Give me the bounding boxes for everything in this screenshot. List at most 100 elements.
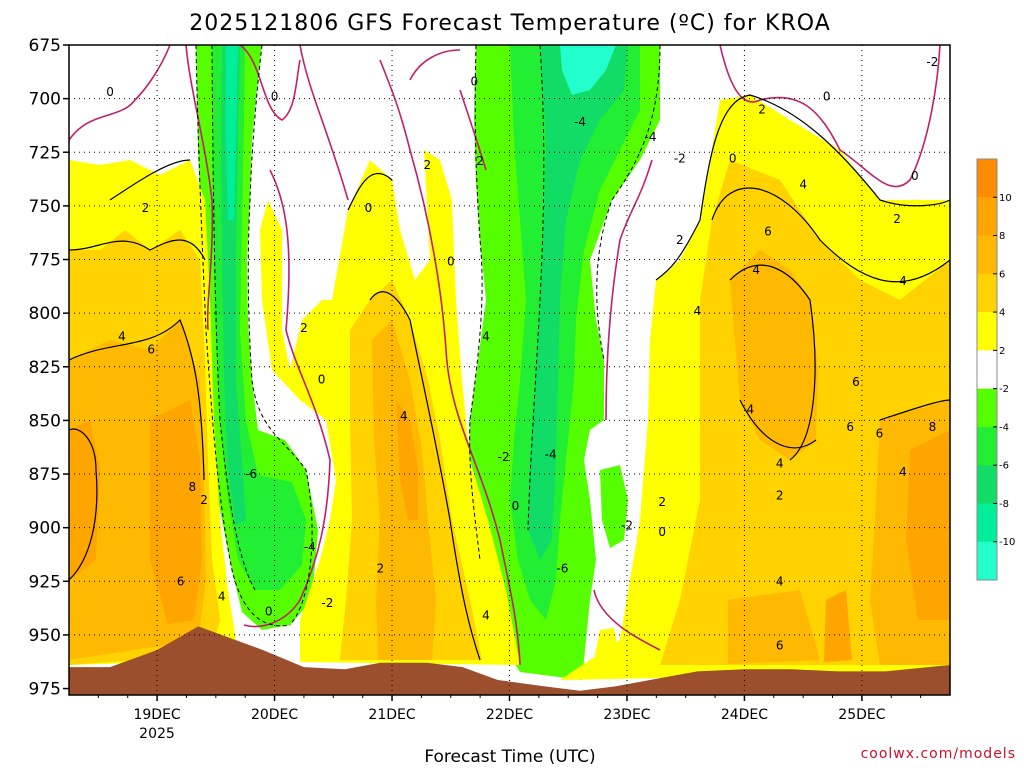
contour-label: -2 bbox=[674, 152, 686, 166]
y-tick-label: 800 bbox=[29, 304, 61, 324]
contour-label: -4 bbox=[545, 448, 557, 462]
colorbar-label: -10 bbox=[999, 537, 1015, 548]
y-tick-label: 900 bbox=[29, 519, 61, 539]
grid-lines bbox=[69, 45, 950, 695]
colorbar-swatch bbox=[977, 388, 997, 428]
contour-label: 2 bbox=[423, 158, 431, 172]
x-tick-label: 25DEC bbox=[838, 707, 885, 723]
contour-label: 4 bbox=[118, 330, 126, 344]
contour-label: 4 bbox=[746, 403, 754, 417]
x-tick-label: 21DEC bbox=[368, 707, 415, 723]
contour-label: 2 bbox=[142, 201, 150, 215]
core-band-22dec bbox=[560, 45, 616, 95]
y-tick-label: 925 bbox=[29, 572, 61, 592]
chart-title: 2025121806 GFS Forecast Temperature (ºC)… bbox=[189, 11, 831, 36]
contour-label: 4 bbox=[799, 177, 807, 191]
contour-label: 0 bbox=[271, 90, 279, 104]
contour-label: 2 bbox=[300, 321, 308, 335]
colorbar-swatch bbox=[977, 465, 997, 504]
colorbar-swatch bbox=[977, 235, 997, 275]
contour-label: 0 bbox=[911, 169, 919, 183]
core-band-20dec bbox=[226, 45, 238, 220]
contour-label: -4 bbox=[645, 130, 657, 144]
x-year-label: 2025 bbox=[139, 726, 175, 742]
colorbar-label: 8 bbox=[999, 231, 1005, 242]
contour-label: 4 bbox=[776, 574, 784, 588]
y-tick-label: 825 bbox=[29, 358, 61, 378]
contour-label: 4 bbox=[752, 263, 760, 277]
contour-label: 6 bbox=[852, 375, 860, 389]
y-tick-label: 750 bbox=[29, 197, 61, 217]
contour-label: 2 bbox=[658, 495, 666, 509]
contour-label: 4 bbox=[218, 589, 226, 603]
contour-label: -2 bbox=[321, 596, 333, 610]
contour-label: 0 bbox=[470, 75, 478, 89]
colorbar-swatch bbox=[977, 541, 997, 581]
y-tick-label: 850 bbox=[29, 411, 61, 431]
zero-contour-central bbox=[379, 49, 521, 666]
x-tick-label: 20DEC bbox=[251, 707, 298, 723]
credit-link[interactable]: coolwx.com/models bbox=[861, 746, 1016, 762]
y-tick-label: 950 bbox=[29, 626, 61, 646]
contour-lines bbox=[69, 45, 950, 666]
colorbar-label: -6 bbox=[999, 461, 1009, 472]
y-tick-label: 975 bbox=[29, 680, 61, 700]
contour-labels: 0 0 0 -2 2 0 -4 -4 -2 0 2 2 0 4 2 0 2 6 2 4 0 4 4 2 4 4 6 0 6 4 4 6 6 8 -2… bbox=[106, 55, 980, 663]
colorbar-label: 10 bbox=[999, 193, 1012, 204]
contour-label: -6 bbox=[968, 649, 980, 663]
contour-label: 4 bbox=[694, 304, 702, 318]
contour-label: 0 bbox=[365, 201, 373, 215]
colorbar-swatch bbox=[977, 159, 997, 198]
contour-label: 2 bbox=[893, 212, 901, 226]
contour-label: 0 bbox=[823, 90, 831, 104]
zero-contour-west bbox=[69, 45, 349, 628]
contour-label: -6 bbox=[556, 561, 568, 575]
contour-label: 6 bbox=[147, 343, 155, 357]
contour-label: 6 bbox=[846, 420, 854, 434]
contour-label: 6 bbox=[177, 574, 185, 588]
colorbar-swatch bbox=[977, 197, 997, 237]
y-tick-label: 875 bbox=[29, 465, 61, 485]
warm-8-band-19dec bbox=[150, 400, 202, 624]
colorbar-swatch bbox=[977, 350, 997, 390]
x-tick-label: 22DEC bbox=[486, 707, 533, 723]
contour-label: 4 bbox=[776, 456, 784, 470]
contour-label: -4 bbox=[574, 115, 586, 129]
x-tick-label: 24DEC bbox=[721, 707, 768, 723]
contour-label: 2 bbox=[476, 154, 484, 168]
contour-label: 6 bbox=[764, 225, 772, 239]
contour-label: 0 bbox=[512, 499, 520, 513]
plot-area: 0 0 0 -2 2 0 -4 -4 -2 0 2 2 0 4 2 0 2 6 2 4 0 4 4 2 4 4 6 0 6 4 4 6 6 8 -2… bbox=[69, 45, 980, 695]
colorbar-swatch bbox=[977, 312, 997, 351]
y-axis: 675 700 725 750 775 800 825 850 875 900 925 950 975 bbox=[29, 36, 69, 700]
colorbar-label: -4 bbox=[999, 422, 1009, 433]
colorbar-label: -2 bbox=[999, 384, 1009, 395]
colorbar-label: 6 bbox=[999, 269, 1005, 280]
contour-label: 0 bbox=[658, 525, 666, 539]
contour-label: 4 bbox=[899, 274, 907, 288]
temperature-field bbox=[69, 45, 950, 680]
colorbar-swatch bbox=[977, 273, 997, 313]
warm-8-edge-25dec bbox=[906, 430, 950, 620]
contour-label: 4 bbox=[400, 409, 408, 423]
contour-label: -2 bbox=[498, 450, 510, 464]
contour-label: -2 bbox=[621, 519, 633, 533]
colorbar-label: -8 bbox=[999, 499, 1009, 510]
contour-label: 0 bbox=[729, 152, 737, 166]
zero-contour-east bbox=[593, 45, 941, 651]
terrain-surface bbox=[69, 626, 950, 695]
contour-label: 4 bbox=[482, 330, 490, 344]
contour-label: 8 bbox=[188, 480, 196, 494]
y-tick-label: 675 bbox=[29, 36, 61, 56]
contour-label: 0 bbox=[265, 604, 273, 618]
contour-label: -4 bbox=[304, 540, 316, 554]
contour-label: -2 bbox=[926, 55, 938, 69]
colorbar-frame bbox=[976, 158, 998, 581]
x-axis: 19DEC 20DEC 21DEC 22DEC 23DEC 24DEC 25DEC bbox=[97, 695, 922, 723]
contour-label: 2 bbox=[376, 561, 384, 575]
dashed-isotherms bbox=[195, 45, 661, 627]
x-tick-label: 23DEC bbox=[603, 707, 650, 723]
contour-label: 6 bbox=[776, 639, 784, 653]
warm-pocket-23dec bbox=[594, 628, 620, 660]
